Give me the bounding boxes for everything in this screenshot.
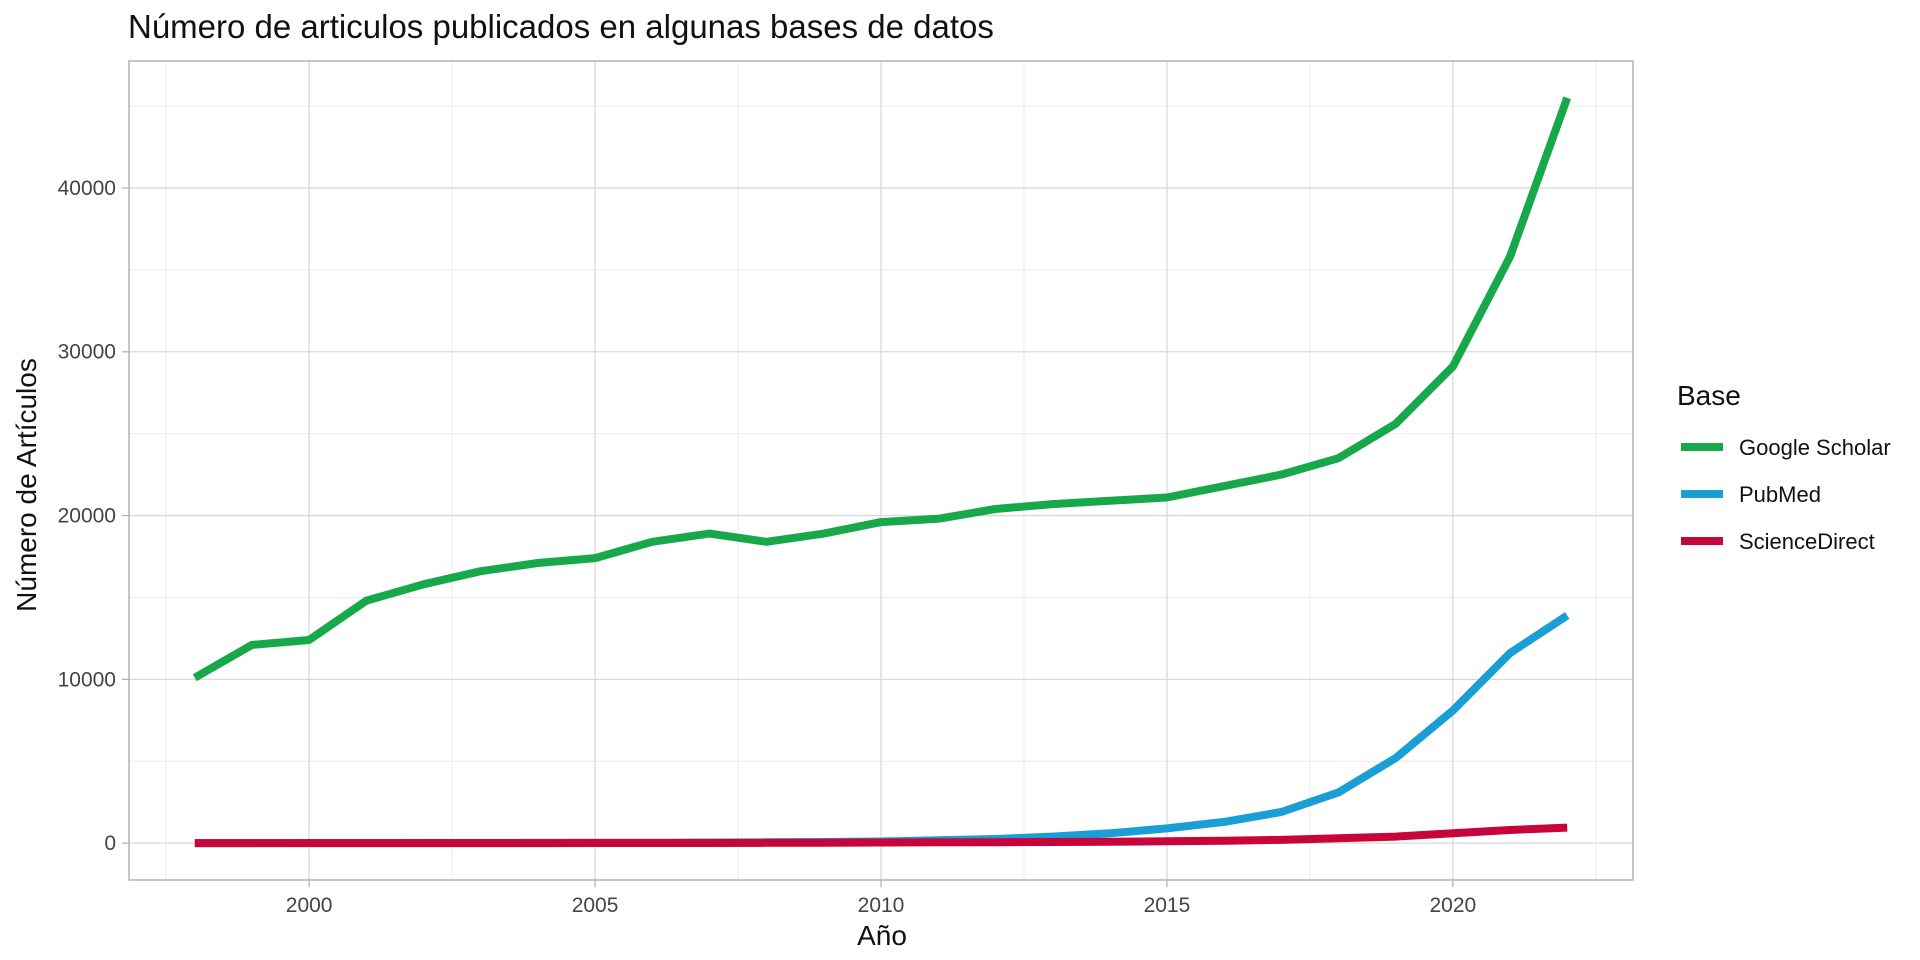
chart-title: Número de articulos publicados en alguna… — [128, 8, 994, 45]
x-axis-ticks: 2000 2005 2010 2015 2020 — [286, 880, 1476, 917]
y-tick-label: 20000 — [58, 505, 116, 528]
major-gridlines — [129, 61, 1633, 880]
y-tick-label: 30000 — [58, 341, 116, 364]
series-lines — [192, 96, 1571, 848]
y-tick-label: 0 — [104, 832, 116, 855]
legend: Base Google Scholar PubMed ScienceDirect — [1677, 380, 1891, 554]
y-tick-label: 40000 — [58, 177, 116, 200]
y-axis-ticks: 0 10000 20000 30000 40000 — [58, 177, 129, 855]
legend-label: ScienceDirect — [1739, 529, 1875, 554]
y-axis-title: Número de Artículos — [11, 358, 42, 612]
legend-label: PubMed — [1739, 482, 1821, 507]
series-line-sciencedirect — [194, 823, 1568, 848]
x-tick-label: 2020 — [1430, 894, 1477, 917]
x-tick-label: 2010 — [858, 894, 905, 917]
y-tick-label: 10000 — [58, 668, 116, 691]
legend-label: Google Scholar — [1739, 435, 1891, 460]
series-line-google-scholar — [192, 96, 1571, 682]
x-axis-title: Año — [857, 920, 907, 951]
legend-title: Base — [1677, 380, 1741, 411]
x-tick-label: 2005 — [572, 894, 619, 917]
x-tick-label: 2015 — [1144, 894, 1191, 917]
x-tick-label: 2000 — [286, 894, 333, 917]
